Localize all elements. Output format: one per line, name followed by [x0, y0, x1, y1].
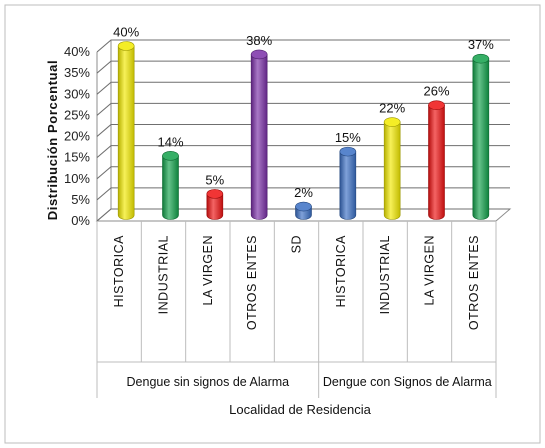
y-tick-label: 5% — [71, 192, 90, 207]
gridline — [96, 145, 510, 159]
gridline — [96, 81, 510, 95]
data-label: 14% — [157, 134, 183, 149]
gridline — [96, 123, 510, 137]
bar — [206, 189, 224, 220]
bar-top — [162, 151, 179, 161]
category-label: LA VIRGEN — [201, 235, 215, 306]
bar — [117, 41, 135, 220]
bar — [250, 49, 268, 220]
category-label: LA VIRGEN — [423, 235, 437, 306]
bar — [339, 146, 357, 220]
y-axis-title: Distribución Porcentual — [45, 60, 60, 220]
category-label: HISTORICA — [334, 235, 348, 307]
bar — [162, 151, 179, 220]
group-label: Dengue sin signos de Alarma — [127, 375, 290, 389]
data-label: 38% — [246, 33, 272, 48]
data-label: 15% — [335, 130, 361, 145]
y-tick-label: 35% — [64, 65, 90, 80]
gridline — [96, 39, 510, 53]
bar — [472, 53, 490, 220]
category-label: INDUSTRIAL — [157, 235, 171, 314]
bar-body — [339, 151, 357, 220]
category-label: OTROS ENTES — [467, 235, 481, 330]
bar-body — [428, 104, 445, 220]
bar-top — [339, 146, 357, 157]
y-tick-label: 15% — [64, 150, 90, 165]
gridline — [96, 187, 510, 201]
category-label: INDUSTRIAL — [378, 235, 392, 314]
gridline — [96, 60, 510, 74]
bar-body — [117, 45, 135, 220]
y-tick-label: 0% — [71, 213, 90, 228]
group-label: Dengue con Signos de Alarma — [323, 375, 492, 389]
y-tick-labels: 0% 5% 10% 15% 20% 25% 30% 35% 40% — [64, 44, 90, 228]
y-tick-label: 40% — [64, 44, 90, 59]
bar — [383, 117, 401, 220]
category-labels: HISTORICA INDUSTRIAL LA VIRGEN OTROS ENTES S… — [112, 235, 481, 330]
bars — [117, 41, 490, 220]
bar — [428, 100, 445, 220]
category-table — [96, 221, 497, 398]
group-labels: Dengue sin signos de Alarma Dengue con Si… — [127, 375, 492, 389]
data-label: 22% — [379, 101, 405, 116]
bar-top — [250, 49, 268, 60]
y-tick-label: 25% — [64, 107, 90, 122]
bar-body — [250, 54, 268, 220]
gridlines — [96, 39, 510, 222]
gridline — [96, 208, 510, 222]
data-label: 2% — [294, 185, 313, 200]
bar-top — [428, 100, 445, 110]
data-label: 5% — [205, 172, 224, 187]
bar-top — [383, 117, 401, 127]
y-tick-label: 30% — [64, 86, 90, 101]
category-label: OTROS ENTES — [245, 235, 259, 330]
data-label: 37% — [468, 37, 494, 52]
data-label: 40% — [113, 25, 139, 40]
data-labels: 40% 14% 5% 38% 2% 15% 22% 26% 37% — [113, 25, 494, 201]
gridline — [96, 102, 510, 116]
y-tick-label: 20% — [64, 129, 90, 144]
data-label: 26% — [423, 84, 449, 99]
x-axis-title: Localidad de Residencia — [229, 402, 371, 417]
bar-body — [206, 193, 224, 220]
bar-top — [472, 53, 490, 64]
bar-top — [206, 189, 224, 199]
y-tick-label: 10% — [64, 171, 90, 186]
bar-top — [117, 41, 135, 51]
bar — [295, 201, 312, 220]
bar-body — [162, 155, 179, 220]
bar-body — [472, 58, 490, 220]
category-label: SD — [290, 235, 304, 253]
category-label: HISTORICA — [112, 235, 126, 307]
bar-body — [383, 121, 401, 220]
gridline — [96, 166, 510, 180]
bar-top — [295, 201, 312, 212]
